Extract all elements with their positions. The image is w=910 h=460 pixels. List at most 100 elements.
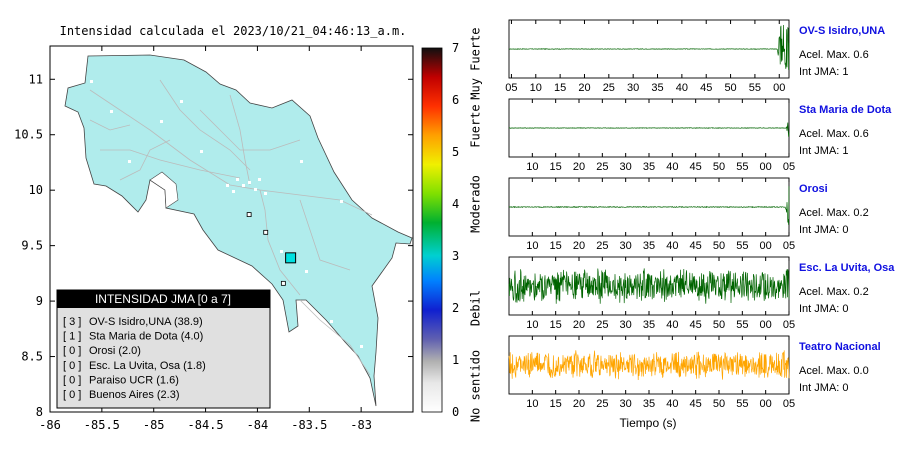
waveform-trace: [508, 186, 790, 225]
waveform-tick-label: 10: [526, 240, 538, 252]
accel-max-label: Acel. Max. 0.6: [799, 128, 869, 140]
map-y-tick-label: 9.5: [21, 239, 43, 253]
waveform-tick-label: 15: [550, 398, 562, 410]
waveform-tick-label: 15: [550, 240, 562, 252]
legend-item-label: Esc. La Uvita, Osa (1.8): [89, 360, 206, 372]
waveform-tick-label: 35: [643, 398, 655, 410]
waveform-tick-label: 45: [690, 161, 702, 173]
waveform-tick-label: 40: [676, 82, 688, 94]
legend-title: INTENSIDAD JMA [0 a 7]: [95, 292, 231, 306]
waveform-tick-label: 40: [666, 161, 678, 173]
jma-intensity-label: Int JMA: 0: [799, 382, 849, 394]
jma-intensity-label: Int JMA: 0: [799, 224, 849, 236]
waveform-tick-label: 50: [713, 240, 725, 252]
waveform-tick-label: 05: [783, 319, 795, 331]
waveform-tick-label: 20: [573, 161, 585, 173]
waveform-panel: 10 15 20 25 30 35 40 45 50 55 00 05 Sta Maria de Dot…: [508, 98, 892, 173]
colorbar-tick-label: 1: [452, 353, 459, 367]
waveform-tick-label: 40: [666, 319, 678, 331]
waveform-panel: 10 15 20 25 30 35 40 45 50 55 00 05 Esc. La Uvita, O…: [508, 256, 895, 331]
waveform-panel: 10 15 20 25 30 35 40 45 50 55 00 05 Teatro Nacional A…: [508, 335, 881, 410]
waveform-tick-label: 30: [620, 398, 632, 410]
waveform-tick-label: 25: [596, 240, 608, 252]
waveform-tick-label: 45: [700, 82, 712, 94]
waveform-tick-label: 30: [627, 82, 639, 94]
waveform-tick-label: 55: [736, 240, 748, 252]
map-x-tick-label: -84.5: [188, 418, 224, 432]
waveform-tick-label: 55: [749, 82, 761, 94]
colorbar-ticks: 0 1 2 3 4 5 6 7: [452, 41, 459, 419]
waveform-tick-label: 15: [554, 82, 566, 94]
station-name: Teatro Nacional: [799, 341, 881, 353]
waveform-tick-label: 00: [760, 161, 772, 173]
waveform-tick-label: 35: [643, 319, 655, 331]
station-marker: [280, 280, 286, 286]
accel-max-label: Acel. Max. 0.6: [799, 49, 869, 61]
waveform-tick-label: 15: [550, 161, 562, 173]
waveform-tick-label: 30: [620, 240, 632, 252]
waveform-tick-label: 05: [783, 240, 795, 252]
station-name: Orosi: [799, 183, 828, 195]
waveform-tick-label: 35: [651, 82, 663, 94]
waveform-tick-label: 45: [690, 319, 702, 331]
colorbar-category-label: Debil: [469, 290, 483, 326]
colorbar-tick-label: 2: [452, 301, 459, 315]
waveform-trace: [508, 350, 790, 381]
map-title: Intensidad calculada el 2023/10/21_04:46…: [60, 24, 407, 38]
map-y-tick-label: 8: [36, 405, 43, 419]
map-y-tick-label: 8.5: [21, 350, 43, 364]
waveform-tick-label: 40: [666, 240, 678, 252]
jma-intensity-label: Int JMA: 1: [799, 66, 849, 78]
waveform-tick-label: 05: [783, 398, 795, 410]
waveform-tick-label: 25: [596, 398, 608, 410]
colorbar-categories: No sentido Debil Moderado Fuerte Muy Fuerte: [469, 27, 483, 422]
colorbar-tick-label: 5: [452, 145, 459, 159]
waveform-tick-label: 50: [713, 319, 725, 331]
colorbar-tick-label: 3: [452, 249, 459, 263]
legend-item-label: Sta Maria de Dota (4.0): [89, 331, 203, 343]
station-marker: [263, 229, 269, 235]
legend-items: [ 3 ] OV-S Isidro,UNA (38.9) [ 1 ] Sta Mari…: [63, 316, 206, 401]
waveform-tick-label: 40: [666, 398, 678, 410]
nicoya-gulf: [149, 171, 179, 209]
waveform-tick-label: 05: [505, 82, 517, 94]
waveform-tick-label: 30: [620, 161, 632, 173]
waveform-panels: 05 10 15 20 25 30 35 40 45 50 55 00 OV-S Isidro,UNA A…: [505, 19, 895, 410]
waveform-tick-label: 55: [736, 161, 748, 173]
colorbar-category-label: Fuerte: [469, 104, 483, 147]
waveform-tick-label: 55: [736, 319, 748, 331]
legend-item-code: [ 0 ]: [63, 389, 81, 401]
map-x-tick-label: -86: [39, 418, 61, 432]
waveform-tick-label: 00: [760, 398, 772, 410]
legend-item-label: Orosi (2.0): [89, 345, 141, 357]
legend-item-code: [ 0 ]: [63, 360, 81, 372]
legend-item-code: [ 1 ]: [63, 331, 81, 343]
station-marker: [246, 212, 252, 217]
waveform-trace: [508, 122, 790, 137]
waveform-trace: [508, 268, 790, 304]
waveform-tick-label: 00: [760, 319, 772, 331]
colorbar-tick-label: 7: [452, 41, 459, 55]
waveform-tick-label: 25: [603, 82, 615, 94]
map-y-tick-label: 11: [29, 72, 43, 86]
map-x-tick-label: -83: [350, 418, 372, 432]
map-frame: [49, 45, 414, 413]
accel-max-label: Acel. Max. 0.0: [799, 365, 869, 377]
waveform-tick-label: 10: [530, 82, 542, 94]
jma-intensity-label: Int JMA: 0: [799, 303, 849, 315]
waveform-tick-label: 20: [573, 398, 585, 410]
legend-item-label: OV-S Isidro,UNA (38.9): [89, 316, 203, 328]
map-y-tick-label: 10.5: [14, 128, 43, 142]
legend-item-code: [ 0 ]: [63, 345, 81, 357]
waveform-tick-label: 10: [526, 398, 538, 410]
jma-intensity-label: Int JMA: 1: [799, 145, 849, 157]
legend-item-label: Paraiso UCR (1.6): [89, 374, 179, 386]
station-name: Esc. La Uvita, Osa: [799, 262, 895, 274]
waveform-tick-label: 05: [783, 161, 795, 173]
waveform-tick-label: 15: [550, 319, 562, 331]
legend-item-code: [ 3 ]: [63, 316, 81, 328]
legend-item-label: Buenos Aires (2.3): [89, 389, 180, 401]
legend-header: [57, 290, 270, 308]
map-x-tick-label: -83.5: [291, 418, 327, 432]
